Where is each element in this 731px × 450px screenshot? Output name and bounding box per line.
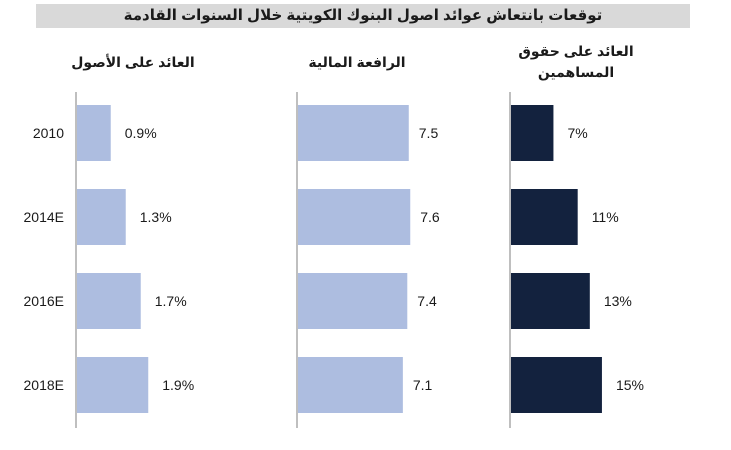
bar <box>511 273 590 329</box>
data-label: 13% <box>604 293 632 309</box>
data-label: 11% <box>592 209 619 225</box>
category-label: 2010 <box>33 125 64 141</box>
panel-header: الرافعة المالية <box>308 54 405 71</box>
bar <box>298 105 409 161</box>
bar <box>298 357 403 413</box>
data-label: 7.1 <box>413 377 433 393</box>
category-label: 2018E <box>24 377 64 393</box>
data-label: 7.5 <box>419 125 439 141</box>
panel-header: العائد على حقوق <box>518 43 633 60</box>
bar <box>77 357 149 413</box>
chart-title: توقعات بانتعاش عوائد اصول البنوك الكويتي… <box>123 7 603 24</box>
data-label: 1.7% <box>155 293 187 309</box>
category-label: 2016E <box>24 293 64 309</box>
bar <box>77 105 111 161</box>
data-label: 7.4 <box>417 293 437 309</box>
data-label: 7% <box>567 125 587 141</box>
data-label: 15% <box>616 377 644 393</box>
bar <box>298 273 408 329</box>
data-label: 0.9% <box>125 125 157 141</box>
panel-header: العائد على الأصول <box>71 54 194 71</box>
bar <box>511 189 578 245</box>
data-label: 7.6 <box>420 209 440 225</box>
chart-title-bar: توقعات بانتعاش عوائد اصول البنوك الكويتي… <box>36 4 690 28</box>
panel-header: المساهمين <box>538 64 614 81</box>
category-label: 2014E <box>24 209 64 225</box>
bar <box>511 105 554 161</box>
bar <box>298 189 411 245</box>
data-label: 1.9% <box>162 377 194 393</box>
data-label: 1.3% <box>140 209 172 225</box>
bar <box>77 273 141 329</box>
bar <box>511 357 602 413</box>
bar <box>77 189 126 245</box>
